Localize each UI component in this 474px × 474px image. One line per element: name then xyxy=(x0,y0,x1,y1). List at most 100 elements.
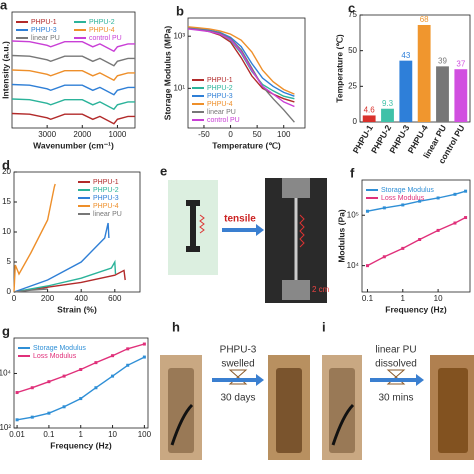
x-axis-label: Frequency (Hz) xyxy=(385,304,447,314)
x-tick-label: 50 xyxy=(253,130,262,139)
legend-label: PHPU-3 xyxy=(31,27,57,34)
panel-h: h PHPU-3 swelled 30 days xyxy=(160,319,310,460)
panel-letter: c xyxy=(348,0,355,15)
point xyxy=(30,386,34,390)
legend-label: linear PU xyxy=(207,109,236,116)
series-line xyxy=(16,356,145,421)
legend-label: control PU xyxy=(89,35,122,42)
x-tick-label: 3000 xyxy=(38,130,56,139)
plot-frame xyxy=(187,17,306,129)
x-axis-label: Strain (%) xyxy=(57,304,97,314)
clamp xyxy=(282,280,310,300)
arrow-head xyxy=(416,374,424,386)
film xyxy=(331,403,355,446)
series-line xyxy=(13,183,56,293)
film xyxy=(170,403,194,446)
legend-label: Loss Modulus xyxy=(381,195,425,202)
arrow-label: tensile xyxy=(224,214,256,225)
point xyxy=(453,221,457,225)
hourglass xyxy=(228,369,248,385)
series-line xyxy=(187,27,295,123)
panel-letter: e xyxy=(160,163,167,178)
vial xyxy=(276,368,302,453)
y-tick-label: 10³ xyxy=(173,31,185,40)
point xyxy=(62,405,66,409)
y-tick-label: 10¹ xyxy=(173,83,185,92)
point xyxy=(453,192,457,196)
point xyxy=(382,206,386,210)
series-line xyxy=(11,83,135,96)
value-label: 43 xyxy=(401,51,410,60)
x-axis-label: Temperature (℃) xyxy=(212,140,281,150)
vial xyxy=(168,368,194,453)
x-tick-label: -50 xyxy=(198,130,210,139)
legend-label: PHPU-4 xyxy=(207,101,233,108)
series-line xyxy=(187,26,295,97)
x-tick-label: 1 xyxy=(401,294,406,303)
panel-i: i linear PU dissolved 30 mins xyxy=(322,319,474,460)
x-tick-label: 1000 xyxy=(109,130,127,139)
series-line xyxy=(13,288,48,293)
chain xyxy=(199,214,205,234)
series-line xyxy=(11,69,135,82)
bar xyxy=(436,66,449,122)
point xyxy=(47,380,51,384)
x-tick-label: 10 xyxy=(434,294,443,303)
legend-label: Storage Modulus xyxy=(381,187,434,194)
hourglass xyxy=(386,369,406,385)
value-label: 37 xyxy=(456,59,465,68)
point xyxy=(47,411,51,415)
time-label: 30 mins xyxy=(378,393,413,404)
clamp xyxy=(282,178,310,198)
point xyxy=(62,374,66,378)
bar xyxy=(454,69,468,122)
panel-letter: a xyxy=(0,0,8,12)
y-tick-label: 75 xyxy=(348,10,357,19)
y-tick-label: 10² xyxy=(0,423,11,432)
x-tick-label: 0.1 xyxy=(362,294,374,303)
point xyxy=(142,355,146,359)
x-tick-label: 0.1 xyxy=(43,430,55,439)
y-tick-label: 20 xyxy=(2,167,11,176)
series-line xyxy=(187,28,295,108)
y-tick-label: 10⁴ xyxy=(347,261,360,270)
x-tick-label: 10 xyxy=(108,430,117,439)
plot-frame xyxy=(359,14,471,123)
legend-label: PHPU-4 xyxy=(93,203,119,210)
action-label: swelled xyxy=(221,359,254,370)
y-tick-label: 10⁴ xyxy=(0,369,12,378)
legend-label: Loss Modulus xyxy=(33,353,77,360)
series-line xyxy=(13,269,126,293)
dogbone xyxy=(186,200,200,252)
y-tick-label: 5 xyxy=(7,257,12,266)
panel-a: a Intensity (a.u.) 3000 2000 1000Wavenumber … xyxy=(0,0,136,150)
point xyxy=(464,189,468,193)
y-tick-label: 10 xyxy=(2,227,11,236)
legend-label: Storage Modulus xyxy=(33,345,86,352)
x-tick-label: 600 xyxy=(108,294,122,303)
point xyxy=(79,367,83,371)
point xyxy=(401,203,405,207)
point xyxy=(401,246,405,250)
point xyxy=(15,391,19,395)
value-label: 39 xyxy=(438,56,447,65)
panel-letter: h xyxy=(172,319,180,334)
arrow-head xyxy=(256,374,264,386)
point xyxy=(111,354,115,358)
panel-e: e tensile 2 cm xyxy=(160,163,330,303)
legend-label: PHPU-3 xyxy=(93,195,119,202)
y-axis-label: Intensity (a.u.) xyxy=(0,41,10,99)
value-label: 9.3 xyxy=(382,99,394,108)
point xyxy=(126,347,130,351)
point xyxy=(436,228,440,232)
vial xyxy=(438,368,468,453)
series-line xyxy=(11,40,135,53)
legend-label: PHPU-2 xyxy=(93,187,119,194)
x-tick-label: 0 xyxy=(228,130,233,139)
series-line xyxy=(187,26,295,95)
x-tick-label: 0.01 xyxy=(9,430,25,439)
y-tick-label: 50 xyxy=(348,46,357,55)
x-tick-label: 400 xyxy=(75,294,89,303)
